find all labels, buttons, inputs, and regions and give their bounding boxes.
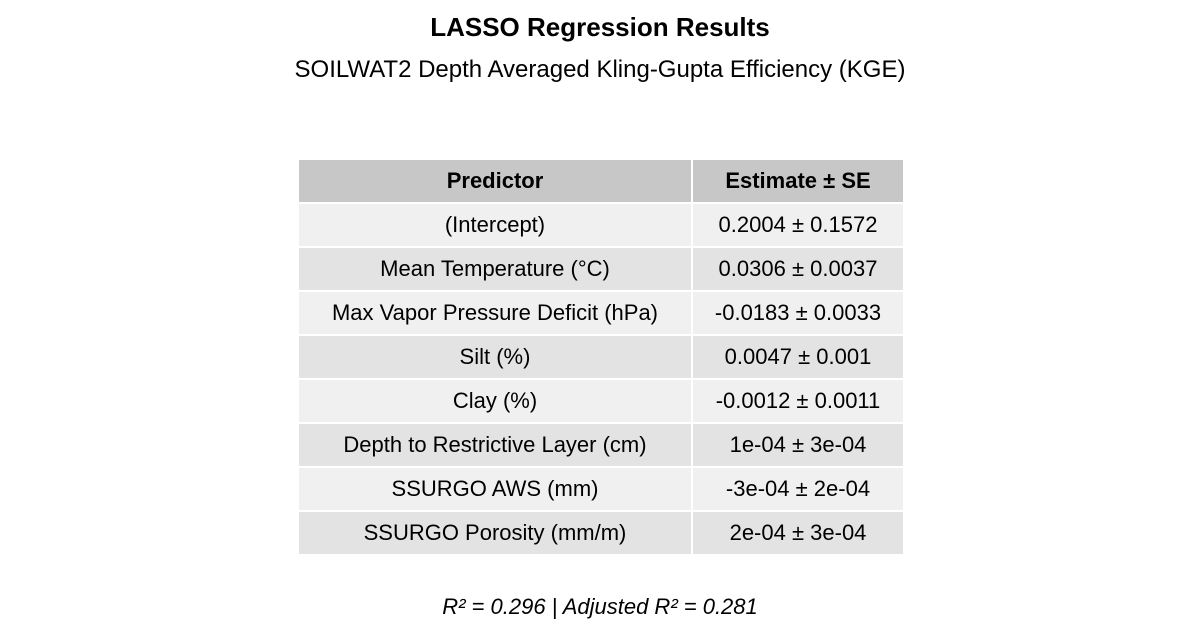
column-header-estimate: Estimate ± SE <box>691 158 905 204</box>
table-row: Mean Temperature (°C) 0.0306 ± 0.0037 <box>297 246 905 292</box>
table-row: Max Vapor Pressure Deficit (hPa) -0.0183… <box>297 290 905 336</box>
chart-subtitle: SOILWAT2 Depth Averaged Kling-Gupta Effi… <box>294 56 906 83</box>
estimate-cell: 0.0306 ± 0.0037 <box>691 246 905 292</box>
model-fit-footnote: R² = 0.296 | Adjusted R² = 0.281 <box>442 594 758 619</box>
predictor-cell: SSURGO Porosity (mm/m) <box>297 510 693 556</box>
chart-title: LASSO Regression Results <box>430 12 770 42</box>
predictor-cell: Silt (%) <box>297 334 693 380</box>
predictor-cell: Depth to Restrictive Layer (cm) <box>297 422 693 468</box>
estimate-cell: 1e-04 ± 3e-04 <box>691 422 905 468</box>
predictor-cell: (Intercept) <box>297 202 693 248</box>
estimate-cell: 2e-04 ± 3e-04 <box>691 510 905 556</box>
table-row: Silt (%) 0.0047 ± 0.001 <box>297 334 905 380</box>
table-header-row: Predictor Estimate ± SE <box>297 158 905 204</box>
estimate-cell: -3e-04 ± 2e-04 <box>691 466 905 512</box>
table-row: SSURGO AWS (mm) -3e-04 ± 2e-04 <box>297 466 905 512</box>
predictor-cell: SSURGO AWS (mm) <box>297 466 693 512</box>
estimate-cell: 0.2004 ± 0.1572 <box>691 202 905 248</box>
column-header-predictor: Predictor <box>297 158 693 204</box>
estimate-cell: -0.0012 ± 0.0011 <box>691 378 905 424</box>
predictor-cell: Clay (%) <box>297 378 693 424</box>
table-row: Depth to Restrictive Layer (cm) 1e-04 ± … <box>297 422 905 468</box>
table-row: (Intercept) 0.2004 ± 0.1572 <box>297 202 905 248</box>
results-table: Predictor Estimate ± SE (Intercept) 0.20… <box>297 158 905 556</box>
predictor-cell: Mean Temperature (°C) <box>297 246 693 292</box>
table-row: Clay (%) -0.0012 ± 0.0011 <box>297 378 905 424</box>
estimate-cell: 0.0047 ± 0.001 <box>691 334 905 380</box>
estimate-cell: -0.0183 ± 0.0033 <box>691 290 905 336</box>
predictor-cell: Max Vapor Pressure Deficit (hPa) <box>297 290 693 336</box>
table-row: SSURGO Porosity (mm/m) 2e-04 ± 3e-04 <box>297 510 905 556</box>
